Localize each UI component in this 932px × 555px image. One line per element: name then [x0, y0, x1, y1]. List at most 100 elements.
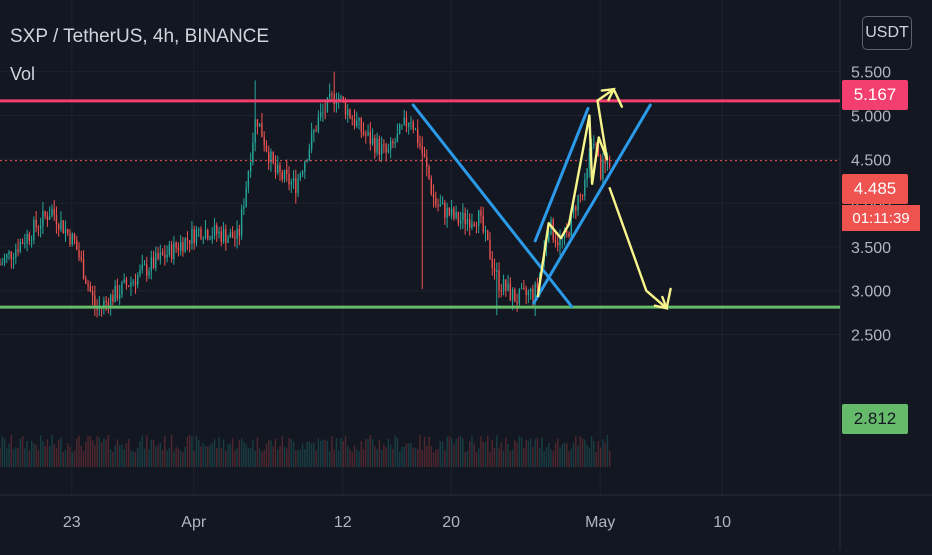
volume-bar [422, 450, 423, 467]
candle-body [397, 133, 398, 142]
volume-bar [559, 448, 560, 467]
time-tick-label: Apr [181, 514, 207, 531]
volume-bar [356, 450, 357, 467]
candle-body [333, 94, 334, 104]
volume-bar [58, 440, 59, 467]
candle-body [449, 208, 450, 216]
volume-bar [458, 437, 459, 467]
candle-body [291, 182, 292, 185]
volume-bar [449, 436, 450, 467]
candle-body [293, 178, 294, 182]
candle-body [356, 121, 357, 126]
candle-body [331, 94, 332, 95]
candle-body [297, 178, 298, 193]
candle-body [261, 123, 262, 137]
volume-bar [408, 444, 409, 467]
volume-bar [584, 440, 585, 467]
volume-bar [575, 436, 576, 467]
volume-bar [146, 435, 147, 467]
candle-body [358, 118, 359, 121]
candle-body [78, 250, 79, 258]
volume-bar [135, 452, 136, 467]
time-tick-label: May [585, 514, 615, 531]
candle-body [44, 211, 45, 216]
volume-bar [381, 450, 382, 467]
volume-bar [397, 438, 398, 467]
volume-bar [236, 448, 237, 467]
candle-body [440, 204, 441, 205]
volume-bar [49, 446, 50, 467]
candle-body [532, 289, 533, 299]
candle-body [189, 240, 190, 243]
currency-button[interactable]: USDT [862, 16, 912, 50]
candle-body [2, 263, 3, 264]
volume-bar [259, 449, 260, 467]
volume-bar [87, 436, 88, 467]
candle-body [142, 265, 143, 270]
volume-bar [169, 448, 170, 467]
volume-bar [4, 438, 5, 467]
candle-body [322, 112, 323, 113]
volume-bar [426, 446, 427, 467]
volume-bar [580, 436, 581, 467]
volume-bar [144, 449, 145, 467]
volume-bar [96, 436, 97, 467]
candle-body [464, 213, 465, 224]
volume-bar [593, 441, 594, 467]
candle-body [105, 301, 106, 302]
volume-bar [74, 450, 75, 467]
volume-bar [385, 447, 386, 467]
candle-body [485, 230, 486, 231]
volume-bar [388, 438, 389, 467]
volume-bar [252, 439, 253, 467]
volume-bar [248, 448, 249, 467]
volume-bar [431, 446, 432, 467]
volume-bar [200, 446, 201, 467]
candle-body [469, 219, 470, 227]
candle-body [361, 118, 362, 132]
candle-body [162, 252, 163, 255]
candle-body [275, 163, 276, 173]
candle-body [151, 257, 152, 271]
candle-body [555, 240, 556, 242]
volume-bar [209, 445, 210, 467]
candle-body [435, 197, 436, 205]
candle-body [81, 258, 82, 260]
candle-body [284, 170, 285, 179]
candle-body [63, 220, 64, 233]
candle-body [203, 239, 204, 240]
candle-body [144, 264, 145, 265]
volume-bar [205, 446, 206, 467]
volume-bar [203, 443, 204, 467]
candle-body [580, 195, 581, 196]
candle-body [582, 195, 583, 196]
volume-bar [530, 439, 531, 467]
volume-bar [595, 452, 596, 467]
candle-body [11, 252, 12, 259]
candle-body [568, 233, 569, 237]
candle-body [155, 253, 156, 268]
volume-bar [245, 444, 246, 467]
volume-bar [108, 435, 109, 467]
volume-bar [311, 443, 312, 467]
volume-bar [489, 452, 490, 467]
candle-body [309, 149, 310, 160]
volume-label: Vol [10, 64, 35, 85]
volume-bar [390, 445, 391, 467]
volume-bar [519, 436, 520, 467]
candle-body [426, 157, 427, 167]
volume-bar [304, 449, 305, 467]
candle-body [234, 238, 235, 239]
volume-bar [83, 451, 84, 467]
volume-bar [81, 446, 82, 467]
volume-bar [548, 443, 549, 467]
candle-body [193, 229, 194, 243]
candle-body [419, 143, 420, 146]
volume-bar [403, 447, 404, 467]
volume-bar [0, 448, 1, 467]
candle-body [467, 219, 468, 224]
volume-bar [557, 439, 558, 467]
candle-body [363, 132, 364, 135]
